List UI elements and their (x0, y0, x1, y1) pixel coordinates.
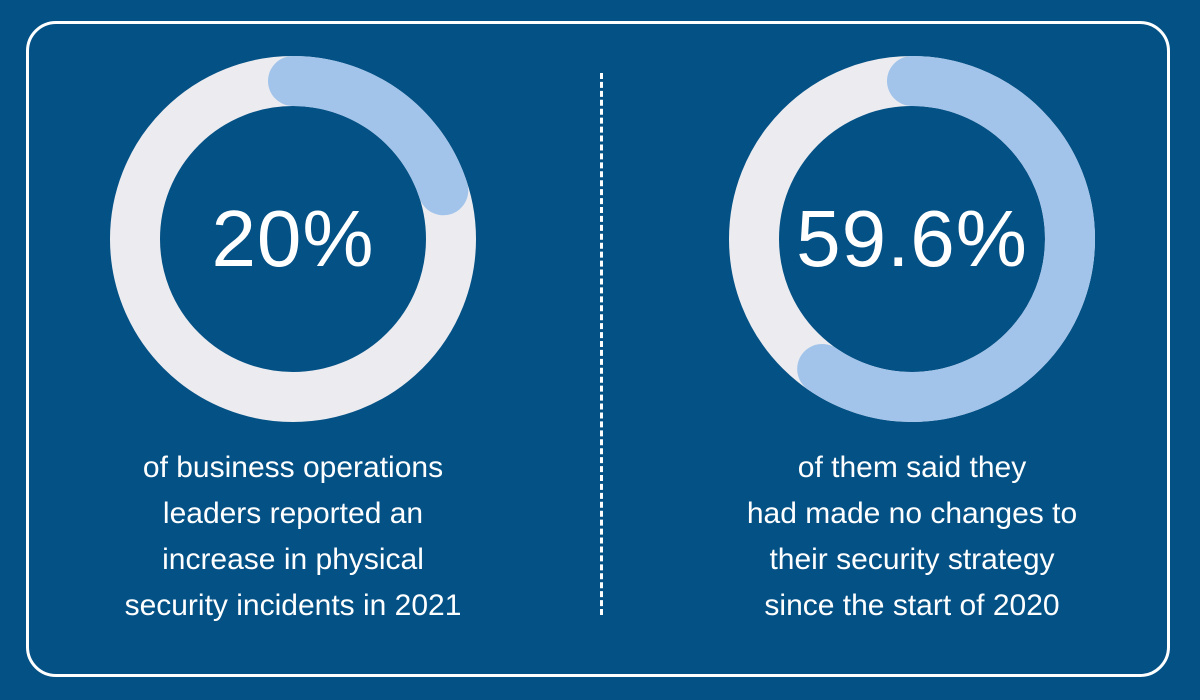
caption-line: their security strategy (769, 543, 1055, 576)
percentage-value-left: 20% (211, 194, 375, 283)
caption-line: since the start of 2020 (764, 589, 1060, 622)
caption-right: of them said they had made no changes to… (672, 445, 1152, 629)
stat-panel-left: 20% of business operations leaders repor… (53, 56, 533, 629)
caption-line: security incidents in 2021 (124, 589, 462, 622)
caption-line: of them said they (797, 451, 1027, 484)
caption-line: had made no changes to (746, 497, 1078, 530)
donut-svg-right (729, 56, 1095, 422)
donut-chart-left: 20% (110, 56, 476, 422)
stat-panel-right: 59.6% of them said they had made no chan… (600, 0, 1200, 700)
donut-svg-left (110, 56, 476, 422)
donut-progress-left (110, 56, 476, 422)
caption-line: leaders reported an (162, 497, 424, 530)
caption-line: of business operations (142, 451, 444, 484)
donut-progress-right (729, 56, 1095, 422)
infographic-card (26, 21, 1170, 677)
caption-left: of business operations leaders reported … (53, 445, 533, 629)
donut-chart-right: 59.6% (729, 56, 1095, 422)
percentage-value-right: 59.6% (796, 194, 1028, 283)
dashed-divider (600, 73, 603, 615)
caption-line: increase in physical (162, 543, 424, 576)
